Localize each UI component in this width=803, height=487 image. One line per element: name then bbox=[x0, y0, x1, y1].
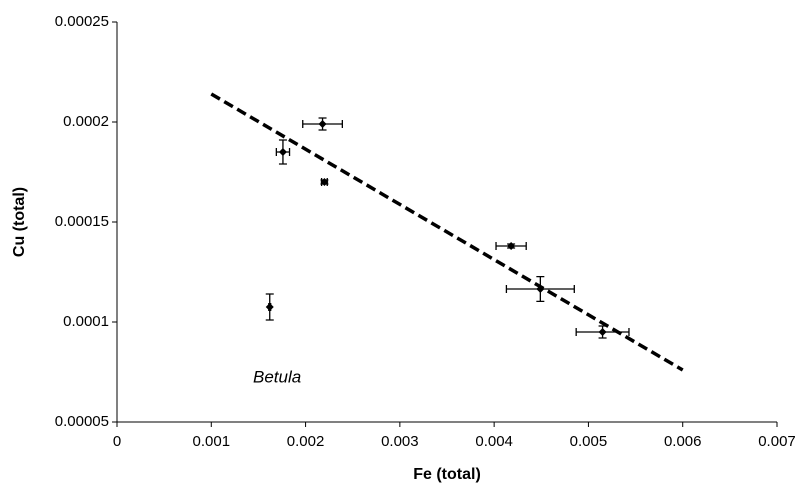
x-tick-label: 0 bbox=[113, 433, 121, 450]
point bbox=[265, 303, 274, 311]
x-tick-label: 0.001 bbox=[193, 433, 231, 450]
point bbox=[320, 178, 329, 186]
point bbox=[318, 120, 327, 128]
y-tick-label: 0.0001 bbox=[63, 313, 109, 330]
point bbox=[598, 328, 607, 336]
y-tick-label: 0.00005 bbox=[55, 413, 109, 430]
y-axis-title: Cu (total) bbox=[11, 187, 28, 257]
annotation: Betula bbox=[253, 367, 301, 386]
x-tick-label: 0.002 bbox=[287, 433, 325, 450]
x-tick-label: 0.006 bbox=[664, 433, 702, 450]
point bbox=[278, 148, 287, 156]
y-tick-label: 0.0002 bbox=[63, 113, 109, 130]
point bbox=[507, 242, 516, 250]
x-tick-label: 0.003 bbox=[381, 433, 419, 450]
x-tick-label: 0.007 bbox=[758, 433, 796, 450]
trendline bbox=[210, 92, 684, 372]
x-axis-title: Fe (total) bbox=[413, 466, 481, 483]
point bbox=[536, 285, 545, 293]
x-tick-label: 0.004 bbox=[475, 433, 513, 450]
y-tick-label: 0.00025 bbox=[55, 13, 109, 30]
y-tick-label: 0.00015 bbox=[55, 213, 109, 230]
x-tick-label: 0.005 bbox=[570, 433, 608, 450]
